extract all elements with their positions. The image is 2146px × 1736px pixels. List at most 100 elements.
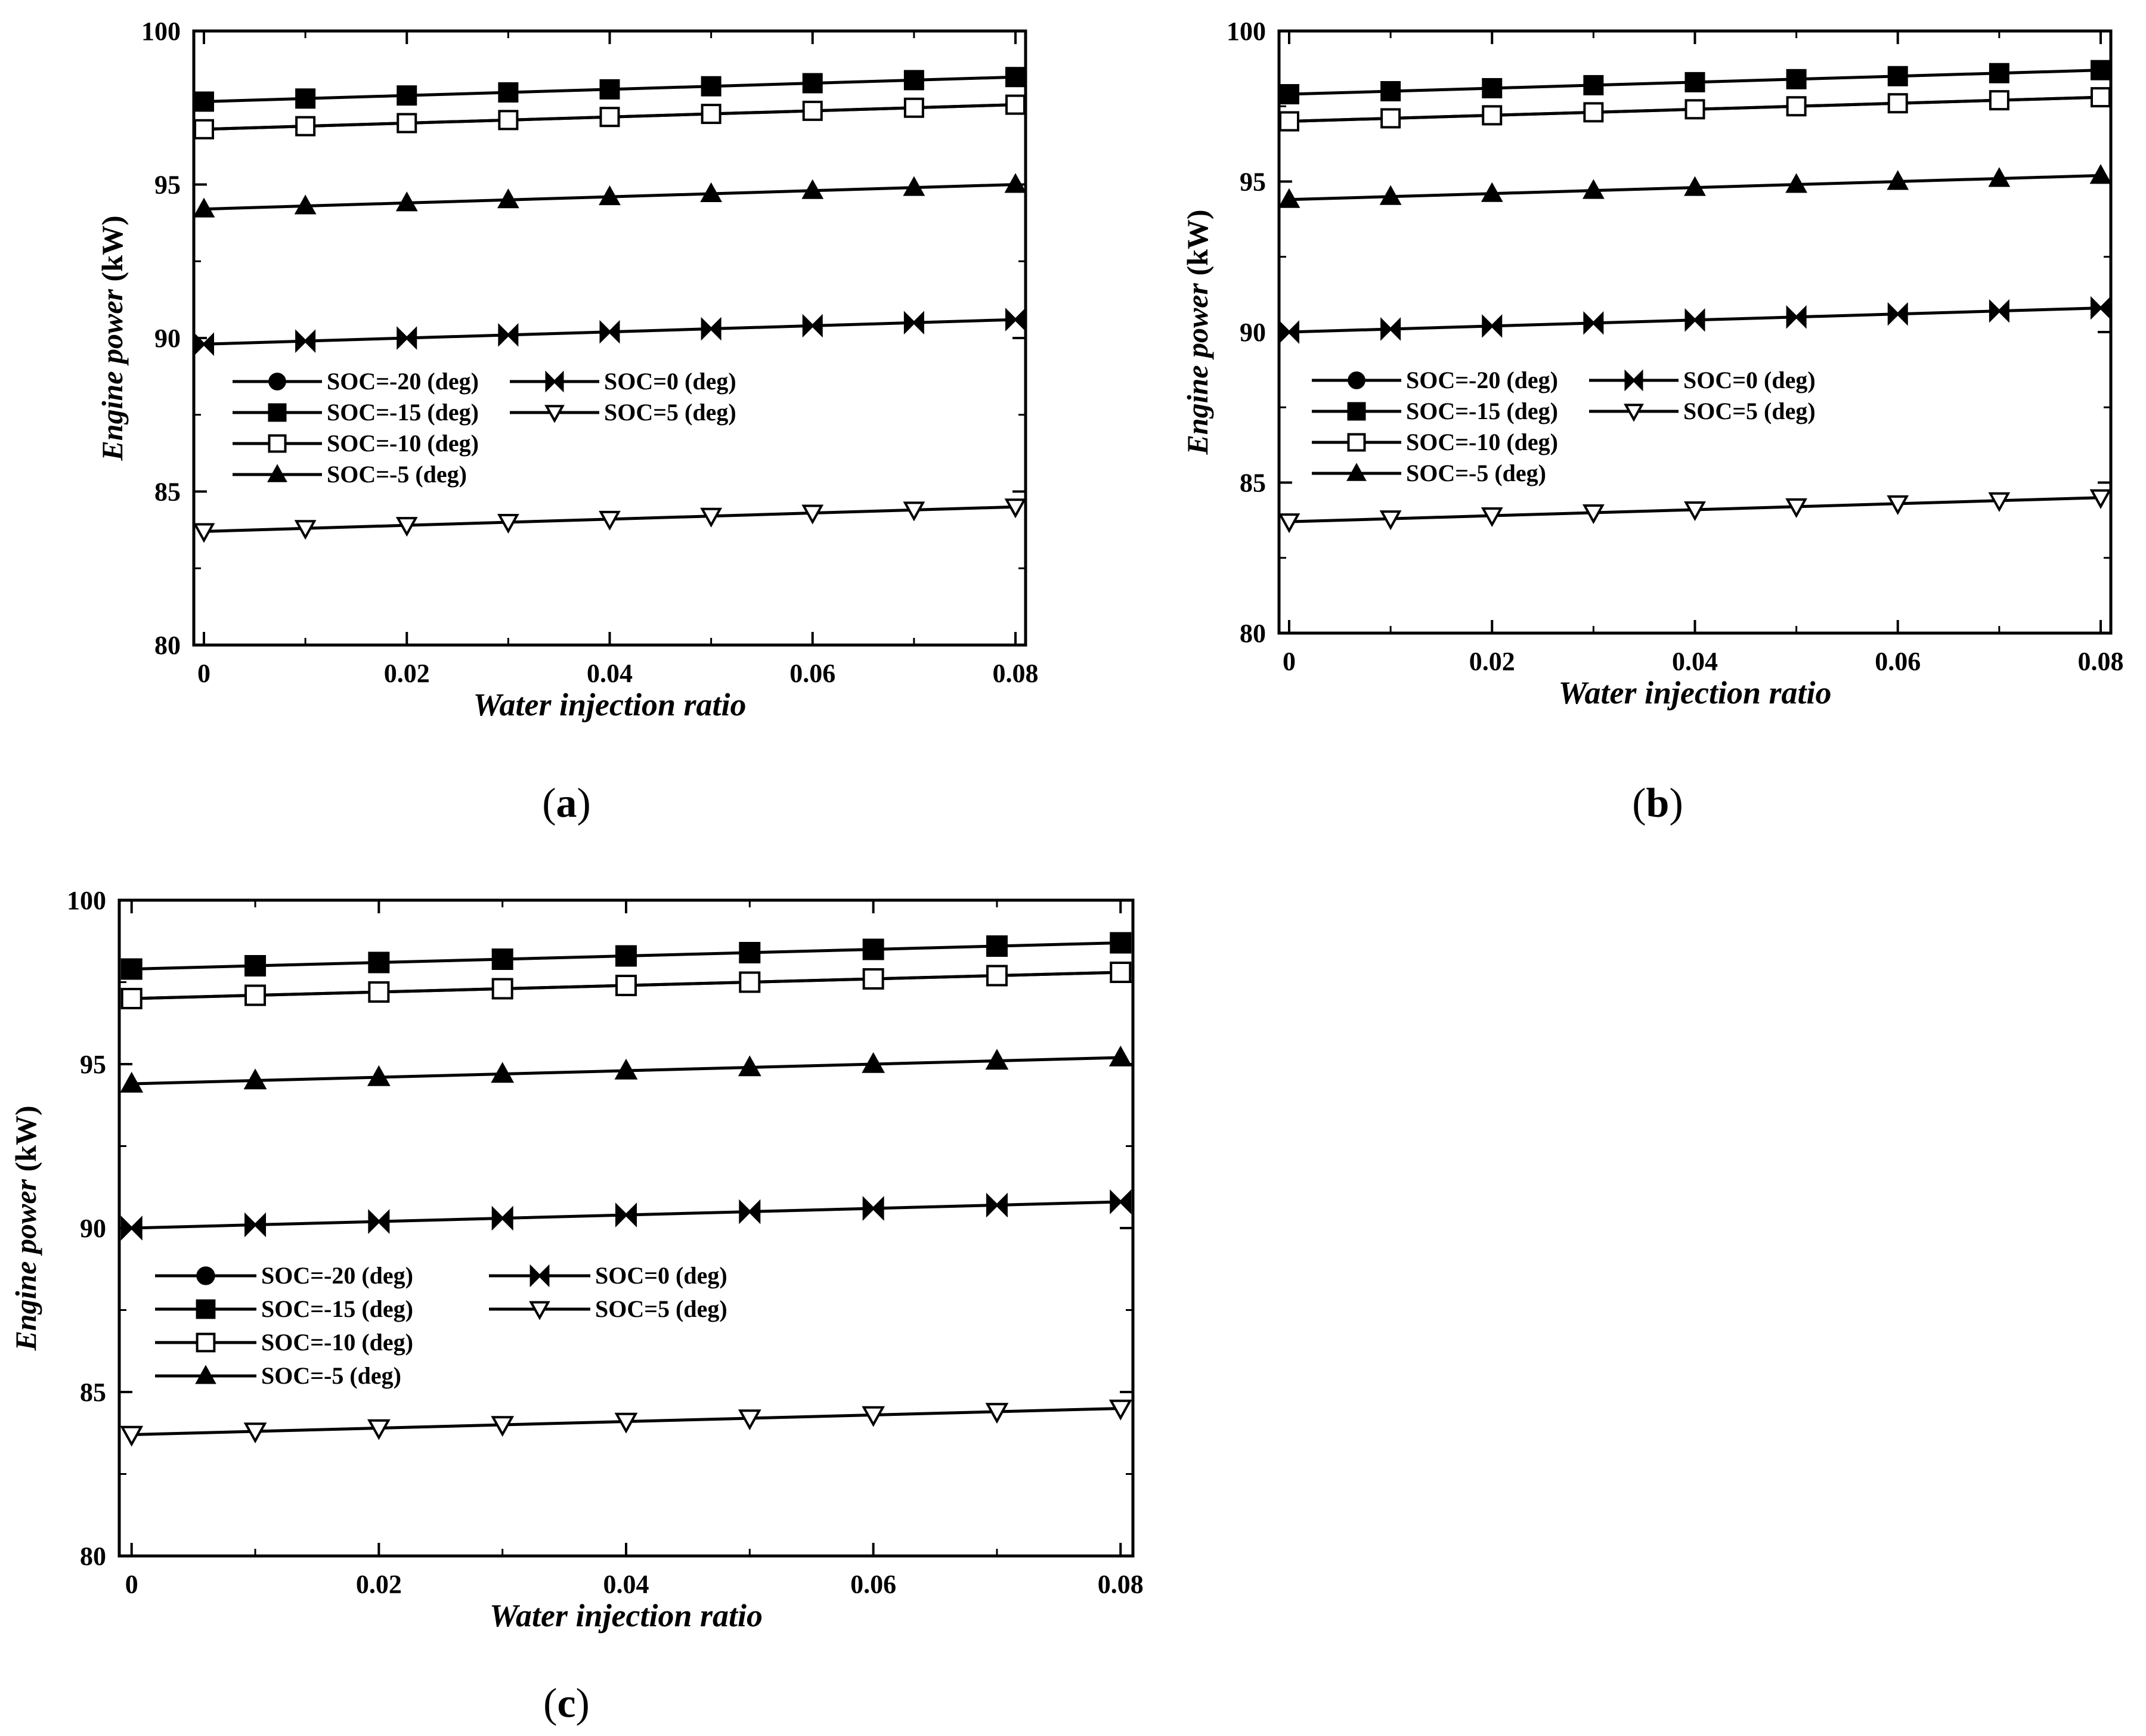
data-point — [295, 116, 316, 137]
data-point — [614, 1412, 638, 1434]
x-tick-label: 0.04 — [587, 659, 633, 688]
data-point — [912, 311, 924, 335]
data-point — [709, 317, 721, 341]
data-point — [615, 945, 637, 967]
data-point — [368, 981, 390, 1003]
data-point — [491, 978, 513, 1000]
y-axis-label: Engine power (kW) — [9, 1105, 42, 1351]
data-point — [397, 85, 417, 106]
legend-label: SOC=-5 (deg) — [1406, 460, 1546, 486]
data-point — [862, 1406, 885, 1427]
data-point — [1887, 495, 1909, 515]
panel-label: (c) — [543, 1681, 590, 1726]
data-point — [2090, 87, 2111, 108]
data-point — [2090, 296, 2102, 320]
data-point — [1004, 173, 1027, 193]
data-point — [1380, 81, 1401, 101]
data-point — [701, 76, 721, 97]
data-point — [1110, 932, 1132, 954]
legend-marker — [195, 1365, 216, 1384]
data-point — [599, 185, 621, 206]
series-5 — [1279, 296, 2111, 344]
legend-marker — [268, 403, 287, 422]
data-point — [1482, 314, 1494, 338]
legend-marker — [553, 370, 564, 393]
data-point — [1004, 498, 1027, 519]
data-point — [903, 70, 924, 91]
data-point — [802, 314, 815, 338]
series-6 — [120, 1399, 1132, 1447]
legend-marker — [1347, 402, 1366, 421]
data-point — [294, 520, 317, 540]
data-point — [194, 119, 215, 140]
data-point — [608, 320, 620, 344]
y-tick-label: 90 — [80, 1214, 106, 1243]
y-tick-label: 80 — [154, 631, 181, 660]
data-point — [810, 314, 823, 338]
x-tick-label: 0 — [125, 1570, 138, 1599]
legend-label: SOC=-20 (deg) — [1406, 367, 1558, 393]
data-point — [367, 1419, 391, 1440]
legend-label: SOC=-5 (deg) — [327, 461, 467, 488]
data-point — [903, 501, 925, 522]
data-point — [1583, 102, 1604, 123]
data-point — [1279, 84, 1300, 105]
x-tick-label: 0 — [1283, 647, 1296, 676]
data-point — [1684, 99, 1705, 120]
y-tick-label: 100 — [1227, 17, 1266, 46]
data-point — [1786, 69, 1807, 89]
legend-label: SOC=-5 (deg) — [261, 1362, 401, 1389]
data-point — [405, 326, 417, 350]
data-point — [244, 955, 267, 976]
x-tick-label: 0.02 — [384, 659, 430, 688]
y-tick-label: 90 — [154, 324, 181, 353]
legend-marker — [1624, 404, 1644, 422]
legend-label: SOC=-10 (deg) — [1406, 429, 1558, 455]
data-point — [995, 1192, 1008, 1218]
data-point — [615, 975, 637, 996]
data-point — [1989, 299, 2001, 323]
data-point — [1684, 501, 1706, 522]
data-point — [701, 317, 713, 341]
data-point — [1998, 299, 2009, 323]
chart-panel-a: 80 85 90 95 100 0 0.02 0.04 0.06 0.08 Water inject… — [95, 17, 1038, 826]
data-point — [801, 504, 824, 525]
data-point — [295, 329, 307, 353]
data-point — [1786, 305, 1798, 329]
legend-label: SOC=5 (deg) — [595, 1295, 727, 1322]
x-axis-label: Water injection ratio — [1558, 675, 1831, 711]
data-point — [193, 197, 215, 218]
data-point — [498, 82, 519, 103]
data-point — [120, 958, 143, 980]
y-axis-label-text: Engine power — [1181, 276, 1214, 455]
y-axis-label: Engine power (kW) — [95, 215, 129, 461]
y-tick-label: 100 — [67, 886, 106, 915]
data-point — [1482, 78, 1503, 98]
chart-panel-c: 80 85 90 95 100 0 0.02 0.04 0.06 0.08 Water inject… — [9, 886, 1144, 1726]
data-point — [244, 1212, 257, 1238]
data-point — [1583, 311, 1596, 335]
data-point — [491, 1205, 504, 1231]
legend-marker — [529, 1264, 541, 1288]
data-point — [862, 968, 884, 990]
y-axis-label-text: Engine power — [95, 282, 129, 461]
x-tick-label: 0.02 — [1469, 647, 1515, 676]
panel-label: (b) — [1632, 780, 1683, 826]
data-point — [491, 1062, 515, 1083]
data-point — [120, 1216, 134, 1241]
data-point — [2089, 489, 2112, 509]
data-point — [1583, 75, 1604, 95]
data-point — [1279, 320, 1291, 344]
data-point — [304, 329, 316, 353]
x-tick-label: 0.08 — [1098, 1570, 1144, 1599]
data-point — [739, 942, 761, 963]
data-point — [1278, 513, 1300, 534]
data-point — [738, 1409, 761, 1431]
data-point — [1887, 302, 1900, 326]
legend: SOC=-20 (deg) SOC=-15 (deg) SOC=-10 (deg) S… — [155, 1262, 727, 1389]
data-point — [1887, 66, 1908, 86]
data-point — [194, 91, 215, 112]
data-point — [1380, 317, 1392, 341]
data-point — [243, 1068, 267, 1090]
data-point — [986, 965, 1008, 987]
